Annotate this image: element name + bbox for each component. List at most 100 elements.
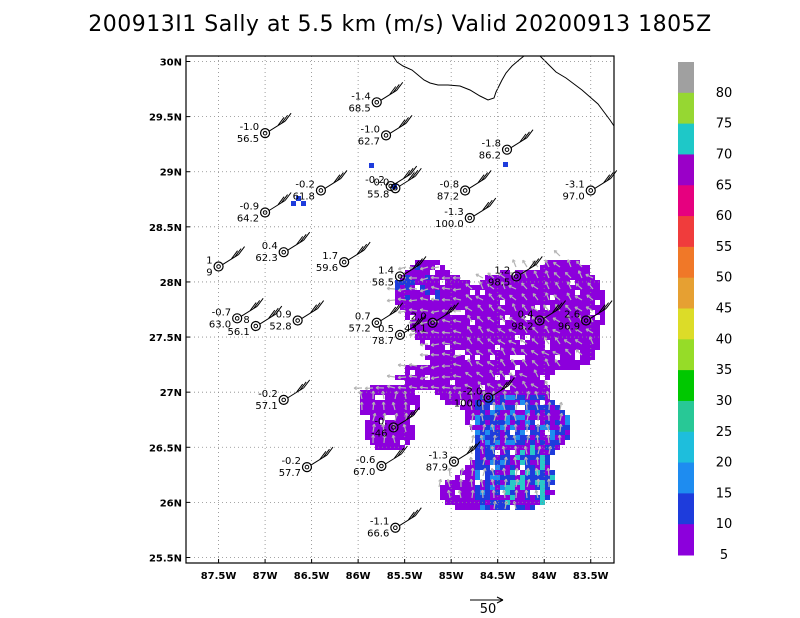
dropsonde-station: -1.062.7 bbox=[358, 115, 413, 147]
station-top-value: 0.4 bbox=[262, 241, 278, 252]
station-top-value: 0.9 bbox=[276, 310, 292, 321]
station-top-value: -0.6 bbox=[356, 455, 376, 466]
dropsonde-station: -0.257.1 bbox=[255, 379, 311, 412]
station-top-value: -1.4 bbox=[351, 91, 371, 102]
station-bottom-value: 98.2 bbox=[511, 322, 533, 333]
dropsonde-stations: -1.468.5-1.056.5-1.062.7 -1.886.2-0.261.8… bbox=[206, 81, 618, 540]
station-top-value: -0.7 bbox=[212, 307, 232, 318]
station-bottom-value: 63.0 bbox=[209, 319, 231, 330]
colorbar-label: 55 bbox=[716, 240, 733, 255]
station-top-value: 1.2 bbox=[494, 265, 510, 276]
dropsonde-station: -1.166.6 bbox=[367, 507, 422, 540]
station-top-value: -2.0 bbox=[463, 387, 483, 398]
station-top-value: -1.1 bbox=[370, 517, 390, 528]
colorbar-label: 25 bbox=[716, 425, 733, 440]
lat-tick-label: 27N bbox=[160, 388, 182, 399]
lat-tick-label: 28.5N bbox=[149, 223, 182, 234]
coastline bbox=[392, 56, 614, 127]
station-bottom-value: 62.3 bbox=[255, 253, 277, 264]
station-top-value: 1.7 bbox=[322, 251, 338, 262]
colorbar-swatch bbox=[678, 524, 694, 556]
dropsonde-station: -0.763.0 bbox=[209, 298, 264, 330]
dropsonde-station: 0.462.3 bbox=[255, 231, 311, 264]
dropsonde-station: -0.257.7 bbox=[279, 446, 334, 479]
station-bottom-value: 86.2 bbox=[479, 151, 501, 162]
plot-frame bbox=[185, 55, 615, 564]
station-bottom-value: 68.5 bbox=[348, 103, 370, 114]
lon-tick-label: 83.5W bbox=[573, 571, 609, 582]
station-top-value: -0.9 bbox=[240, 202, 260, 213]
colorbar-swatch bbox=[678, 308, 694, 340]
colorbar-swatch bbox=[678, 123, 694, 155]
dropsonde-station: 2.696.9 bbox=[558, 300, 613, 333]
dropsonde-station: -0.261.8 bbox=[293, 170, 348, 202]
dropsonde-station: 856.1 bbox=[228, 305, 283, 338]
station-bottom-value: 78.7 bbox=[372, 336, 394, 347]
dropsonde-station: 0.578.7 bbox=[372, 314, 427, 347]
lat-tick-label: 26N bbox=[160, 498, 182, 509]
station-bottom-value: 87.2 bbox=[437, 191, 459, 202]
dropsonde-station: 1.298.5 bbox=[488, 256, 543, 288]
colorbar-swatch bbox=[678, 370, 694, 402]
dropsonde-station: -1.886.2 bbox=[479, 129, 534, 162]
lon-tick-label: 84W bbox=[532, 571, 557, 582]
station-top-value: -1.3 bbox=[444, 207, 464, 218]
station-bottom-value: 52.8 bbox=[269, 322, 291, 333]
colorbar-label: 50 bbox=[716, 271, 733, 286]
colorbar-label: 80 bbox=[716, 86, 733, 101]
station-top-value: -0. bbox=[374, 416, 387, 427]
station-bottom-value: 61.8 bbox=[293, 191, 315, 202]
station-bottom-value: 66.6 bbox=[367, 529, 389, 540]
station-bottom-value: 57.1 bbox=[255, 401, 277, 412]
station-bottom-value: 64.2 bbox=[237, 214, 259, 225]
station-bottom-value: 87.9 bbox=[426, 463, 448, 474]
lon-tick-label: 86.5W bbox=[294, 571, 330, 582]
colorbar-label: 30 bbox=[716, 394, 733, 409]
colorbar-label: 75 bbox=[716, 117, 733, 132]
reference-vector: 50 bbox=[470, 596, 504, 617]
dropsonde-station: 0.952.8 bbox=[269, 300, 325, 333]
colorbar-label: 5 bbox=[720, 548, 728, 563]
axis-ticks: 87.5W 87W 86.5W 86W 85.5W 85W 84.5W 84W 83.5W 30N… bbox=[149, 58, 609, 582]
station-top-value: 0.7 bbox=[355, 312, 371, 323]
colorbar-label: 10 bbox=[716, 517, 733, 532]
colorbar-label: 45 bbox=[716, 302, 733, 317]
station-bottom-value: 43.1 bbox=[404, 324, 426, 335]
station-bottom-value: 96.9 bbox=[558, 322, 580, 333]
lat-lon-grid bbox=[186, 56, 614, 563]
station-bottom-value: 100.0 bbox=[435, 219, 464, 230]
station-top-value: 0.5 bbox=[378, 324, 394, 335]
station-bottom-value: 67.0 bbox=[353, 467, 375, 478]
station-bottom-value: 62.7 bbox=[358, 136, 380, 147]
dropsonde-station: -0.-46 bbox=[371, 407, 420, 439]
lat-tick-label: 30N bbox=[160, 58, 182, 69]
station-top-value: -1.3 bbox=[428, 451, 448, 462]
lat-tick-label: 25.5N bbox=[149, 553, 182, 564]
station-top-value: 1 bbox=[206, 256, 212, 267]
lat-tick-label: 28N bbox=[160, 278, 182, 289]
dropsonde-station: 2.043.1 bbox=[404, 302, 459, 335]
station-bottom-value: 59.6 bbox=[316, 263, 338, 274]
station-bottom-value: 55.8 bbox=[367, 189, 389, 200]
colorbar-swatch bbox=[678, 246, 694, 279]
station-top-value: 0.4 bbox=[518, 310, 534, 321]
lat-tick-label: 29.5N bbox=[149, 113, 182, 124]
station-top-value: 2.6 bbox=[564, 310, 580, 321]
station-top-value: 1.4 bbox=[378, 265, 394, 276]
lon-tick-label: 86W bbox=[346, 571, 371, 582]
station-top-value: -1.0 bbox=[361, 124, 381, 135]
colorbar-swatch bbox=[678, 216, 694, 248]
station-bottom-value: 97.0 bbox=[562, 191, 584, 202]
station-bottom-value: 58.5 bbox=[372, 277, 394, 288]
station-top-value: -1.8 bbox=[481, 139, 501, 150]
colorbar-swatch bbox=[678, 92, 694, 125]
lat-tick-label: 26.5N bbox=[149, 443, 182, 454]
colorbar-label: 40 bbox=[716, 332, 733, 347]
dropsonde-station: 0.757.2 bbox=[348, 302, 404, 335]
station-top-value: -0.2 bbox=[365, 175, 385, 186]
station-top-value: -0.2 bbox=[281, 456, 301, 467]
station-top-value: -1.0 bbox=[240, 122, 260, 133]
station-bottom-value: -46 bbox=[371, 428, 387, 439]
